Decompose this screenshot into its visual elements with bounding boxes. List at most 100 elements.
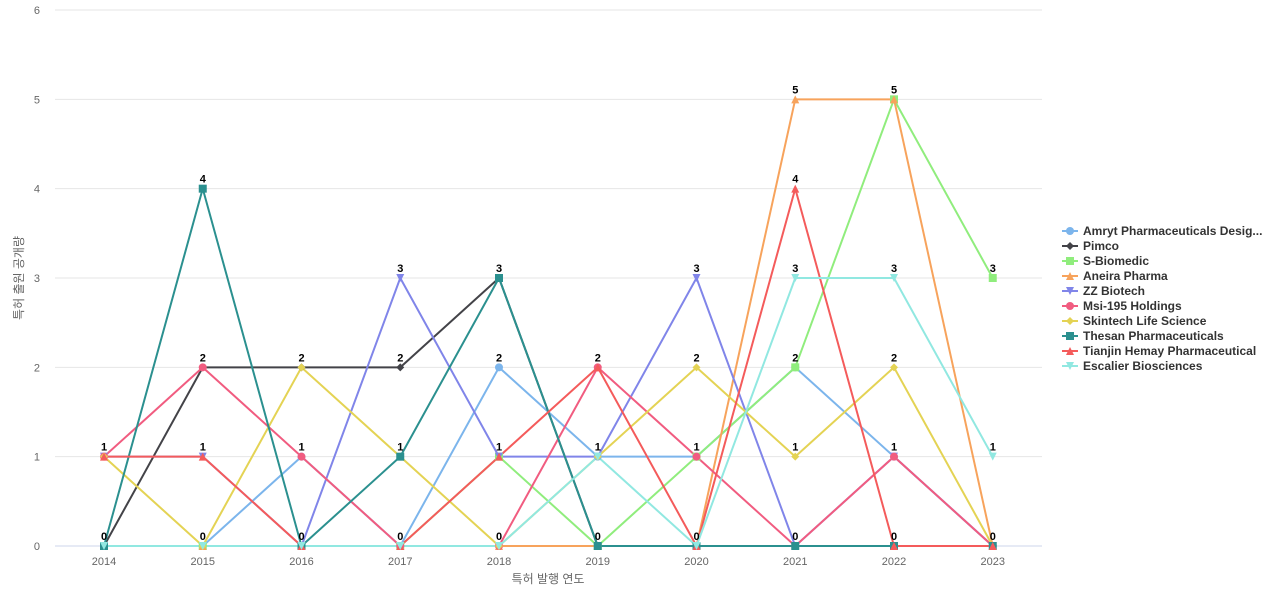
legend-label: S-Biomedic bbox=[1083, 254, 1149, 268]
data-label: 0 bbox=[397, 531, 403, 543]
data-point bbox=[297, 452, 306, 461]
data-label: 3 bbox=[990, 263, 996, 275]
legend-label: Tianjin Hemay Pharmaceutical bbox=[1083, 344, 1256, 358]
data-point bbox=[198, 363, 207, 372]
data-point bbox=[791, 452, 800, 461]
series-line-9 bbox=[104, 277, 994, 547]
data-point bbox=[890, 452, 898, 461]
grid-lines bbox=[55, 9, 1042, 458]
data-point bbox=[988, 274, 997, 282]
x-tick-label: 2015 bbox=[191, 556, 215, 568]
data-label: 1 bbox=[397, 442, 403, 454]
data-point bbox=[791, 95, 800, 104]
legend-label: Escalier Biosciences bbox=[1083, 359, 1203, 373]
data-point bbox=[396, 452, 405, 461]
data-point bbox=[692, 274, 701, 282]
data-label: 0 bbox=[990, 531, 996, 543]
x-tick-label: 2017 bbox=[388, 556, 412, 568]
series-line-2 bbox=[104, 98, 994, 547]
data-label: 3 bbox=[496, 263, 502, 275]
data-point bbox=[593, 363, 602, 372]
data-label: 2 bbox=[496, 352, 502, 364]
x-axis-title: 특허 발행 연도 bbox=[512, 571, 585, 586]
data-point bbox=[198, 184, 207, 193]
legend-item[interactable]: Escalier Biosciences bbox=[1062, 359, 1203, 373]
legend-item[interactable]: ZZ Biotech bbox=[1062, 284, 1145, 298]
legend-item[interactable]: S-Biomedic bbox=[1062, 254, 1149, 268]
data-label: 1 bbox=[595, 442, 601, 454]
data-labels: 0 1 0 2 1 4 1 2 0 0 2 3 1 2 3 1 0 1 0 2 1 0 3 2 2 0 5 1 4 3 1 0 5 2 3 0 3 1 bbox=[101, 84, 996, 543]
data-label: 0 bbox=[792, 531, 798, 543]
legend-item[interactable]: Aneira Pharma bbox=[1062, 269, 1168, 283]
data-point bbox=[396, 363, 405, 372]
x-tick-label: 2016 bbox=[289, 556, 313, 568]
data-point bbox=[100, 542, 108, 550]
data-point bbox=[396, 274, 405, 282]
data-label: 1 bbox=[496, 442, 502, 454]
data-point bbox=[890, 95, 898, 104]
x-tick-label: 2022 bbox=[882, 556, 906, 568]
data-point bbox=[988, 542, 997, 550]
data-point bbox=[692, 452, 701, 461]
x-tick-label: 2014 bbox=[92, 556, 116, 568]
data-point bbox=[198, 452, 207, 461]
data-label: 4 bbox=[792, 174, 799, 186]
data-label: 2 bbox=[792, 352, 798, 364]
data-label: 0 bbox=[200, 531, 206, 543]
data-point bbox=[692, 542, 701, 550]
data-point bbox=[396, 542, 405, 550]
data-point bbox=[495, 452, 503, 461]
legend: Amryt Pharmaceuticals Desig...PimcoS-Bio… bbox=[1062, 224, 1262, 373]
x-tick-label: 2020 bbox=[684, 556, 708, 568]
legend-item[interactable]: Pimco bbox=[1062, 239, 1119, 253]
data-point bbox=[297, 363, 306, 372]
data-label: 1 bbox=[298, 442, 304, 454]
legend-item[interactable]: Tianjin Hemay Pharmaceutical bbox=[1062, 344, 1256, 358]
series-line-3 bbox=[104, 98, 994, 547]
data-label: 2 bbox=[200, 352, 206, 364]
data-label: 4 bbox=[200, 174, 207, 186]
data-label: 1 bbox=[693, 442, 699, 454]
data-label: 3 bbox=[397, 263, 403, 275]
series-markers bbox=[100, 95, 997, 550]
legend-item[interactable]: Msi-195 Holdings bbox=[1062, 299, 1182, 313]
data-label: 0 bbox=[693, 531, 699, 543]
legend-item[interactable]: Thesan Pharmaceuticals bbox=[1062, 329, 1224, 343]
legend-label: Aneira Pharma bbox=[1083, 269, 1168, 283]
data-label: 5 bbox=[891, 84, 897, 96]
data-point bbox=[198, 542, 207, 550]
data-point bbox=[495, 542, 503, 550]
data-label: 0 bbox=[101, 531, 107, 543]
legend-label: Msi-195 Holdings bbox=[1083, 299, 1182, 313]
series-lines bbox=[103, 98, 994, 547]
legend-marker bbox=[1066, 332, 1074, 340]
data-point bbox=[495, 274, 503, 282]
data-label: 5 bbox=[792, 84, 798, 96]
y-tick-label: 3 bbox=[34, 273, 40, 285]
data-point bbox=[100, 452, 108, 461]
x-tick-label: 2018 bbox=[487, 556, 511, 568]
y-tick-label: 1 bbox=[34, 452, 40, 464]
data-point bbox=[890, 363, 898, 372]
data-label: 3 bbox=[891, 263, 897, 275]
data-label: 2 bbox=[595, 352, 601, 364]
data-label: 1 bbox=[792, 442, 798, 454]
y-tick-label: 0 bbox=[34, 541, 40, 553]
data-label: 2 bbox=[891, 352, 897, 364]
legend-marker bbox=[1066, 302, 1074, 310]
legend-item[interactable]: Amryt Pharmaceuticals Desig... bbox=[1062, 224, 1262, 238]
y-axis-ticks: 0 1 2 3 4 5 6 bbox=[34, 5, 40, 553]
series-line-8 bbox=[104, 187, 993, 547]
data-label: 2 bbox=[693, 352, 699, 364]
data-point bbox=[791, 184, 800, 193]
data-label: 0 bbox=[496, 531, 502, 543]
data-point bbox=[890, 274, 898, 282]
legend-label: ZZ Biotech bbox=[1083, 284, 1145, 298]
legend-marker bbox=[1066, 362, 1074, 370]
data-point bbox=[692, 363, 701, 372]
legend-item[interactable]: Skintech Life Science bbox=[1062, 314, 1207, 328]
legend-label: Thesan Pharmaceuticals bbox=[1083, 329, 1224, 343]
data-label: 2 bbox=[298, 352, 304, 364]
data-label: 1 bbox=[990, 442, 996, 454]
